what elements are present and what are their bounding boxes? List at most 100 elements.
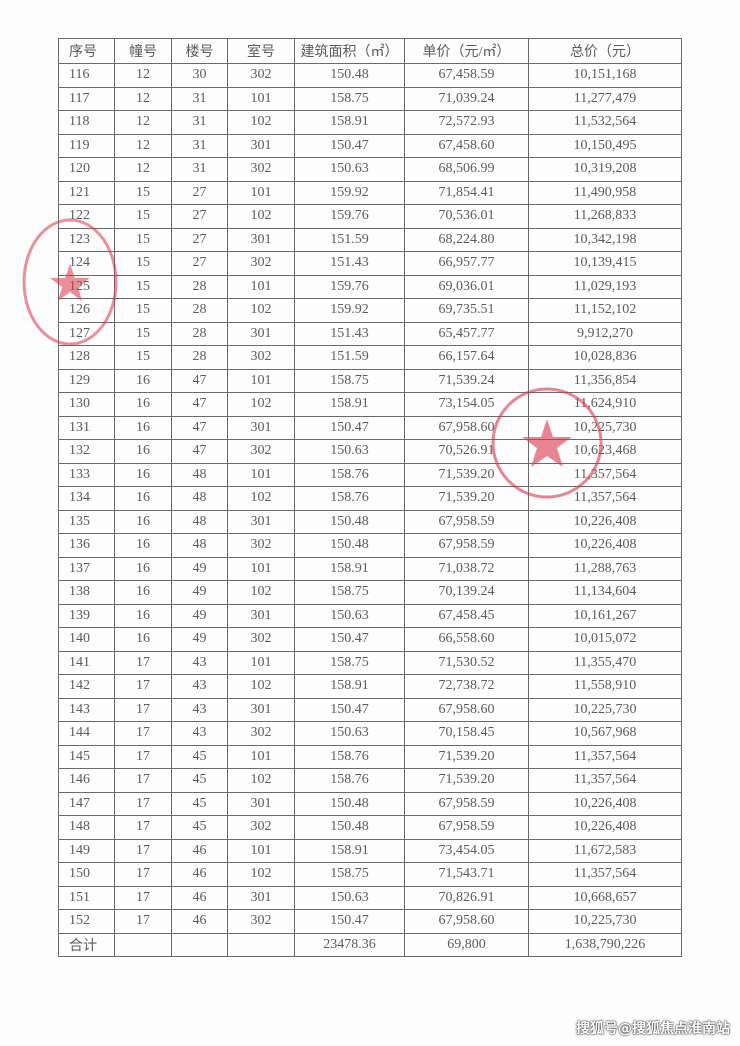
table-row: 124 15 27 302 151.43 66,957.77 10,139,415 [58, 251, 682, 276]
cell-index: 132 [58, 439, 115, 464]
cell-unit-price: 70,526.91 [404, 439, 529, 464]
cell-area: 158.75 [294, 862, 405, 887]
cell-area: 158.75 [294, 580, 405, 605]
cell-area: 159.92 [294, 180, 405, 205]
cell-block: 28 [171, 345, 228, 370]
cell-index: 143 [58, 697, 115, 722]
cell-block: 43 [171, 697, 228, 722]
cell-total-price: 10,623,468 [528, 439, 682, 464]
cell-unit-price: 67,458.45 [404, 603, 529, 628]
cell-unit-price: 65,457.77 [404, 321, 529, 346]
cell-total-price: 11,532,564 [528, 110, 682, 135]
cell-block: 28 [171, 274, 228, 299]
cell-room: 101 [227, 180, 295, 205]
table-row: 143 17 43 301 150.47 67,958.60 10,225,730 [58, 697, 682, 722]
header-index: 序号 [58, 38, 115, 64]
cell-room: 101 [227, 744, 295, 769]
cell-building: 15 [114, 251, 172, 276]
cell-unit-price: 66,957.77 [404, 251, 529, 276]
cell-unit-price: 72,572.93 [404, 110, 529, 135]
cell-building: 17 [114, 697, 172, 722]
cell-room: 101 [227, 650, 295, 675]
cell-building: 16 [114, 368, 172, 393]
cell-unit-price: 71,539.20 [404, 462, 529, 487]
cell-room: 301 [227, 603, 295, 628]
cell-room: 302 [227, 533, 295, 558]
cell-building: 17 [114, 885, 172, 910]
cell-block: 30 [171, 63, 228, 88]
cell-total-price: 10,139,415 [528, 251, 682, 276]
cell-block: 46 [171, 838, 228, 863]
cell-room: 302 [227, 721, 295, 746]
cell-total-price: 11,357,564 [528, 744, 682, 769]
total-row: 合计 23478.36 69,800 1,638,790,226 [58, 932, 682, 957]
cell-block: 31 [171, 86, 228, 111]
cell-block: 43 [171, 721, 228, 746]
cell-room: 102 [227, 862, 295, 887]
table-row: 122 15 27 102 159.76 70,536.01 11,268,833 [58, 204, 682, 229]
cell-unit-price: 71,854.41 [404, 180, 529, 205]
table-row: 117 12 31 101 158.75 71,039.24 11,277,479 [58, 86, 682, 111]
cell-building: 16 [114, 462, 172, 487]
cell-building: 15 [114, 227, 172, 252]
cell-area: 151.43 [294, 251, 405, 276]
cell-index: 138 [58, 580, 115, 605]
cell-block: 45 [171, 768, 228, 793]
table-row: 150 17 46 102 158.75 71,543.71 11,357,564 [58, 862, 682, 887]
cell-building: 16 [114, 486, 172, 511]
cell-block: 48 [171, 509, 228, 534]
header-row: 序号 幢号 楼号 室号 建筑面积（㎡） 单价（元/㎡） 总价（元） [58, 38, 682, 64]
cell-total-price: 10,015,072 [528, 627, 682, 652]
cell-total-price: 11,558,910 [528, 674, 682, 699]
cell-unit-price: 71,539.20 [404, 486, 529, 511]
table-row: 147 17 45 301 150.48 67,958.59 10,226,408 [58, 791, 682, 816]
cell-area: 158.91 [294, 674, 405, 699]
cell-room: 102 [227, 110, 295, 135]
cell-room: 102 [227, 392, 295, 417]
cell-building: 15 [114, 180, 172, 205]
cell-area: 158.76 [294, 768, 405, 793]
table-row: 135 16 48 301 150.48 67,958.59 10,226,408 [58, 509, 682, 534]
cell-total-price: 11,134,604 [528, 580, 682, 605]
cell-unit-price: 71,539.20 [404, 768, 529, 793]
cell-unit-price: 67,958.59 [404, 791, 529, 816]
cell-index: 141 [58, 650, 115, 675]
table-row: 132 16 47 302 150.63 70,526.91 10,623,468 [58, 439, 682, 464]
cell-total-price: 10,319,208 [528, 157, 682, 182]
cell-area: 158.91 [294, 110, 405, 135]
cell-total-price: 9,912,270 [528, 321, 682, 346]
table-row: 129 16 47 101 158.75 71,539.24 11,356,854 [58, 368, 682, 393]
cell-block: 49 [171, 603, 228, 628]
cell-building: 17 [114, 674, 172, 699]
table-row: 119 12 31 301 150.47 67,458.60 10,150,495 [58, 133, 682, 158]
cell-index: 136 [58, 533, 115, 558]
cell-index: 135 [58, 509, 115, 534]
cell-room: 302 [227, 63, 295, 88]
cell-block: 48 [171, 486, 228, 511]
table-row: 123 15 27 301 151.59 68,224.80 10,342,198 [58, 227, 682, 252]
cell-total-price: 11,490,958 [528, 180, 682, 205]
cell-unit-price: 69,735.51 [404, 298, 529, 323]
cell-index: 126 [58, 298, 115, 323]
cell-index: 120 [58, 157, 115, 182]
cell-building: 17 [114, 791, 172, 816]
cell-building: 17 [114, 909, 172, 934]
cell-index: 125 [58, 274, 115, 299]
cell-block: 49 [171, 580, 228, 605]
cell-area: 151.59 [294, 227, 405, 252]
cell-building: 12 [114, 133, 172, 158]
cell-building: 17 [114, 815, 172, 840]
cell-index: 146 [58, 768, 115, 793]
cell-index: 152 [58, 909, 115, 934]
cell-unit-price: 67,458.59 [404, 63, 529, 88]
cell-area: 150.63 [294, 439, 405, 464]
cell-unit-price: 70,158.45 [404, 721, 529, 746]
header-area: 建筑面积（㎡） [294, 38, 405, 64]
cell-block: 49 [171, 556, 228, 581]
cell-area: 150.63 [294, 157, 405, 182]
cell-total-price: 10,028,836 [528, 345, 682, 370]
cell-building: 16 [114, 509, 172, 534]
cell-block: 28 [171, 298, 228, 323]
cell-total-price: 10,225,730 [528, 415, 682, 440]
cell-area: 158.91 [294, 392, 405, 417]
